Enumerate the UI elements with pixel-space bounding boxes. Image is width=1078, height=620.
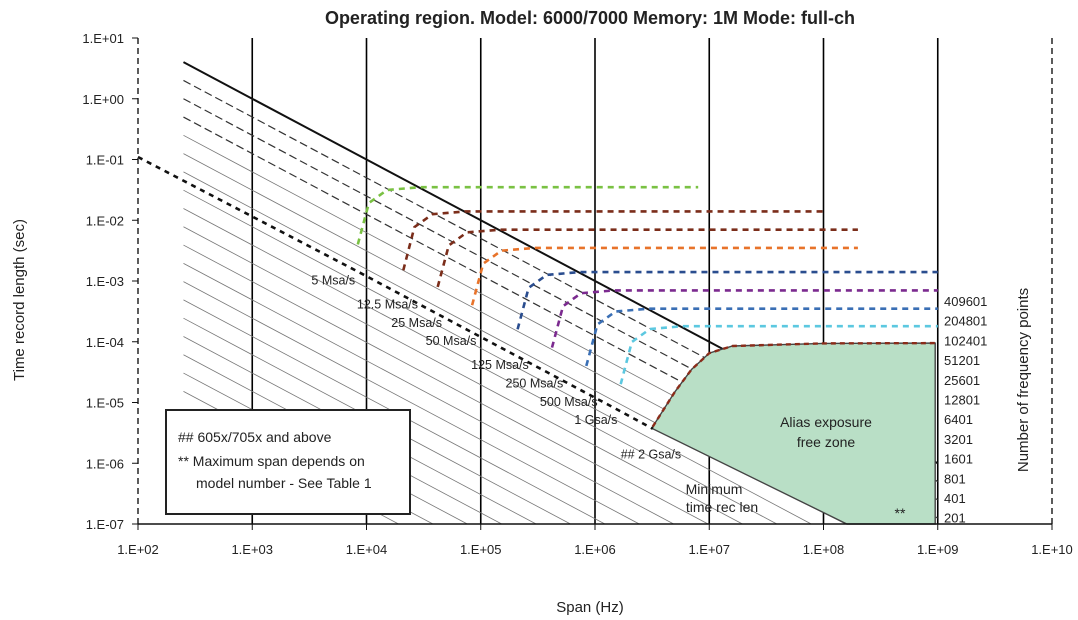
frequency-point-label: 409601 [944,294,987,309]
sample-rate-label: 1 Gsa/s [574,413,617,427]
x-axis-label: Span (Hz) [556,599,624,616]
sample-rate-boundary [137,155,654,430]
y-tick-label: 1.E-05 [86,396,124,411]
x-tick-label: 1.E+03 [231,542,273,557]
y-tick-label: 1.E-04 [86,335,124,350]
sample-rate-curve [550,289,938,348]
frequency-point-label: 801 [944,471,966,486]
x-tick-label: 1.E+04 [346,542,388,557]
frequency-point-label: 3201 [944,432,973,447]
y-tick-label: 1.E+01 [82,31,124,46]
sample-rate-curve [356,185,699,245]
y-tick-label: 1.E-02 [86,213,124,228]
y-tick-label: 1.E-06 [86,456,124,471]
sample-rate-series [137,155,938,430]
frequency-point-label: 201 [944,511,966,526]
legend-line-3: model number - See Table 1 [196,475,372,491]
diagonal-line [183,244,709,525]
legend-line-1: ## 605x/705x and above [178,429,332,445]
diagonal-line [183,262,674,525]
x-tick-label: 1.E+05 [460,542,502,557]
sample-rate-label: 50 Msa/s [426,334,477,348]
min-rec-label-2: time rec len [686,499,758,515]
sample-rate-label: ## 2 Gsa/s [621,448,681,462]
y-axis-label: Time record length (sec) [11,219,28,381]
zone-marker: ** [895,505,906,521]
frequency-point-label: 12801 [944,393,980,408]
frequency-point-label: 1601 [944,452,973,467]
sample-rate-curve [436,228,858,288]
x-tick-label: 1.E+02 [117,542,159,557]
y-tick-label: 1.E-07 [86,517,124,532]
frequency-point-label: 51201 [944,353,980,368]
sample-rate-label: 125 Msa/s [471,358,529,372]
legend-line-2: ** Maximum span depends on [178,453,365,469]
y-tick-label: 1.E+00 [82,92,124,107]
grid [251,38,939,524]
sample-rate-label: 250 Msa/s [506,377,564,391]
diagonal-line [183,226,743,525]
sample-rate-label: 500 Msa/s [540,395,598,409]
frequency-point-label: 6401 [944,412,973,427]
x-tick-label: 1.E+09 [917,542,959,557]
sample-rate-curve [516,270,938,330]
y-tick-label: 1.E-03 [86,274,124,289]
diagonal-line [183,189,812,525]
chart-title: Operating region. Model: 6000/7000 Memor… [325,8,855,28]
frequency-point-label: 102401 [944,333,987,348]
sample-rate-label: 25 Msa/s [391,316,442,330]
min-rec-label-1: Minimum [686,481,743,497]
right-axis-label: Number of frequency points [1015,288,1032,472]
x-tick-label: 1.E+08 [803,542,845,557]
alias-zone-label-2: free zone [797,434,856,450]
x-tick-label: 1.E+06 [574,542,616,557]
sample-rate-labels: 5 Msa/s12.5 Msa/s 25 Msa/s 50 Msa/s 125 Msa… [311,273,681,461]
diagonal-line [183,208,778,525]
sample-rate-curve [402,210,824,271]
y-tick-label: 1.E-01 [86,153,124,168]
sample-rate-curve [470,246,858,306]
zone-top-edge [651,341,936,428]
frequency-point-label: 204801 [944,314,987,329]
alias-zone-label-1: Alias exposure [780,414,872,430]
sample-rate-label: 12.5 Msa/s [357,297,418,311]
frequency-point-label: 401 [944,491,966,506]
legend-box: ## 605x/705x and above ** Maximum span d… [165,409,411,515]
tick-labels: 1.E+02 1.E+03 1.E+04 1.E+05 1.E+06 1.E+07 1.E+… [82,31,1072,557]
x-tick-label: 1.E+10 [1031,542,1073,557]
frequency-point-labels: 409601 204801 102401 51201 25601 12801 6401 320… [944,294,987,526]
frequency-point-label: 25601 [944,373,980,388]
diagonal-line [183,281,640,525]
x-tick-label: 1.E+07 [688,542,730,557]
sample-rate-label: 5 Msa/s [311,273,355,287]
